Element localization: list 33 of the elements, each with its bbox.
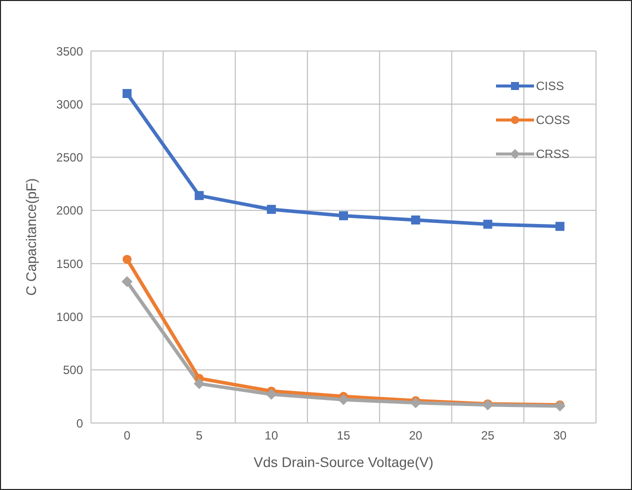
point	[555, 222, 564, 231]
x-tick-label: 30	[553, 428, 567, 443]
point	[338, 394, 349, 406]
legend-label: CRSS	[536, 147, 570, 161]
point	[122, 276, 133, 288]
y-tick-label: 2500	[56, 150, 84, 165]
point	[194, 378, 205, 390]
point	[339, 211, 348, 220]
x-tick-label: 15	[336, 428, 350, 443]
point	[194, 191, 204, 200]
legend-label: COSS	[536, 113, 570, 127]
y-axis-title: C Capacitance(pF)	[22, 178, 39, 296]
point	[410, 397, 422, 408]
x-tick-label: 0	[124, 428, 131, 443]
x-tick-label: 5	[196, 428, 203, 443]
legend-label: CISS	[536, 79, 564, 93]
y-tick-label: 2000	[56, 204, 84, 218]
y-tick-label: 1500	[56, 256, 84, 271]
point	[266, 204, 276, 214]
x-tick-label: 20	[408, 428, 423, 443]
point	[122, 89, 132, 98]
point	[266, 388, 277, 400]
x-axis-title: Vds Drain-Source Voltage(V)	[254, 454, 434, 470]
x-tick-label: 25	[481, 428, 495, 443]
point	[122, 254, 132, 264]
y-tick-label: 3000	[56, 97, 84, 112]
y-tick-label: 0	[76, 416, 84, 430]
y-tick-label: 3500	[56, 44, 84, 58]
point	[483, 220, 492, 229]
x-tick-label: 10	[264, 428, 278, 443]
point	[411, 215, 420, 224]
y-tick-label: 1000	[56, 310, 84, 324]
y-tick-label: 500	[62, 363, 84, 378]
